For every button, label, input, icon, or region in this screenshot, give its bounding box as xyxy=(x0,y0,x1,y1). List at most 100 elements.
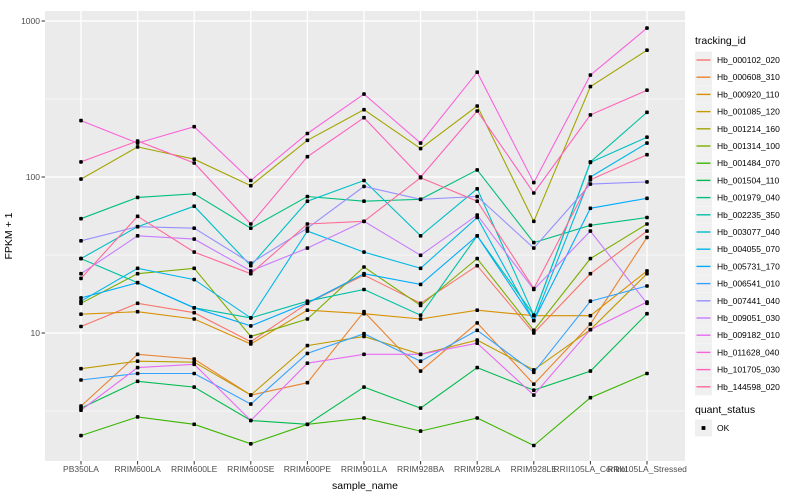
data-point xyxy=(475,194,479,199)
data-point xyxy=(418,352,423,357)
data-point xyxy=(305,194,310,199)
data-point xyxy=(475,263,479,268)
data-point xyxy=(418,141,423,145)
data-point xyxy=(475,70,479,74)
data-point xyxy=(475,187,479,191)
data-point xyxy=(192,226,196,230)
legend-tracking-id: Hb_000102_020 Hb_000608_310 Hb_000920_110 H… xyxy=(695,51,780,396)
data-point xyxy=(192,422,196,427)
legend-item-label: Hb_001214_160 xyxy=(717,124,780,134)
legend-item-label: Hb_007441_040 xyxy=(717,296,780,306)
data-point xyxy=(588,313,593,318)
data-point xyxy=(475,365,479,370)
data-point xyxy=(645,311,649,316)
data-point xyxy=(645,196,649,201)
data-point xyxy=(79,160,83,164)
data-point xyxy=(362,107,366,112)
legend-item-label: Hb_000102_020 xyxy=(717,55,780,65)
data-point xyxy=(475,234,479,238)
data-point xyxy=(532,246,536,250)
data-point xyxy=(79,118,83,123)
legend-item-label: Hb_101705_030 xyxy=(717,365,780,375)
data-point xyxy=(588,175,593,179)
data-point xyxy=(249,402,253,406)
data-point xyxy=(249,271,253,276)
x-tick-label: RRII105LA_Control xyxy=(554,464,628,474)
data-point xyxy=(645,229,649,233)
data-point xyxy=(645,110,649,115)
data-point xyxy=(305,229,310,233)
data-point xyxy=(305,154,310,159)
data-point xyxy=(588,182,593,186)
data-point xyxy=(305,343,310,348)
data-point xyxy=(362,334,366,339)
data-point xyxy=(475,328,479,333)
data-point xyxy=(588,229,593,233)
data-point xyxy=(135,309,140,314)
data-point xyxy=(418,146,423,151)
data-point xyxy=(588,73,593,77)
legend-quant-status: OK xyxy=(695,419,730,437)
data-point xyxy=(645,180,649,184)
data-point xyxy=(135,365,140,370)
data-point xyxy=(588,206,593,211)
data-point xyxy=(135,195,140,200)
data-point xyxy=(79,433,83,438)
data-point xyxy=(192,157,196,161)
data-point xyxy=(588,395,593,400)
data-point xyxy=(532,370,536,375)
data-point xyxy=(532,318,536,323)
data-point xyxy=(475,213,479,217)
data-point xyxy=(79,271,83,276)
data-point xyxy=(475,104,479,108)
x-tick-label: RRIM901LA xyxy=(341,464,388,474)
x-tick-label: PB350LA xyxy=(63,464,99,474)
data-point xyxy=(362,219,366,224)
data-point xyxy=(305,199,310,203)
data-point xyxy=(79,177,83,181)
data-point xyxy=(249,442,253,446)
x-tick-label: RRIM600LE xyxy=(171,464,218,474)
data-point xyxy=(192,362,196,367)
data-point xyxy=(192,237,196,241)
legend-title-tracking-id: tracking_id xyxy=(695,35,746,47)
data-point xyxy=(362,178,366,183)
legend-item-label: Hb_006541_010 xyxy=(717,279,780,289)
data-point xyxy=(79,256,83,261)
y-tick-label: 100 xyxy=(26,172,40,182)
data-point xyxy=(249,269,253,273)
data-point xyxy=(249,183,253,188)
data-point xyxy=(645,371,649,376)
data-point xyxy=(135,234,140,238)
data-point xyxy=(362,385,366,389)
data-point xyxy=(362,331,366,336)
data-point xyxy=(532,382,536,386)
data-point xyxy=(79,408,83,412)
data-point xyxy=(418,313,423,317)
data-point xyxy=(418,317,423,321)
data-point xyxy=(79,216,83,221)
data-point xyxy=(532,328,536,333)
data-point xyxy=(418,197,423,202)
data-point xyxy=(192,266,196,271)
x-tick-label: RRIM600LA xyxy=(114,464,161,474)
legend-item-label: Hb_001504_110 xyxy=(717,175,780,185)
data-point xyxy=(192,357,196,361)
data-point xyxy=(135,301,140,306)
data-point xyxy=(249,261,253,265)
data-point xyxy=(362,265,366,269)
x-tick-label: RRII105LA_Stressed xyxy=(607,464,687,474)
data-point xyxy=(192,124,196,129)
data-point xyxy=(645,269,649,273)
data-point xyxy=(588,299,593,303)
data-point xyxy=(645,26,649,30)
data-point xyxy=(135,214,140,219)
data-point xyxy=(588,327,593,332)
x-tick-label: RRIM600SE xyxy=(227,464,275,474)
legend-item-label: Hb_001314_100 xyxy=(717,141,780,151)
data-point xyxy=(588,322,593,326)
legend-item-label: Hb_000920_110 xyxy=(717,89,780,99)
data-point xyxy=(135,271,140,276)
